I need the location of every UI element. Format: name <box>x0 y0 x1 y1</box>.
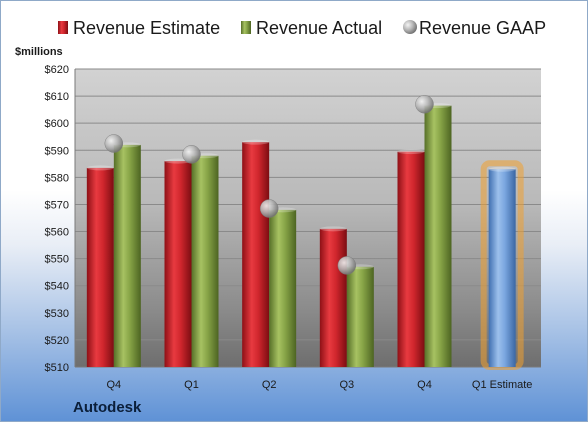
bar-revenue-actual <box>191 155 219 367</box>
x-tick-label: Q3 <box>339 379 354 391</box>
bar-revenue-estimate <box>397 151 425 367</box>
y-tick-label: $580 <box>45 172 69 184</box>
x-tick-label: Q4 <box>417 379 432 391</box>
legend-revenue-actual-swatch <box>241 21 251 34</box>
marker-revenue-gaap <box>182 145 201 164</box>
legend-revenue-gaap-swatch <box>403 20 417 34</box>
y-tick-label: $540 <box>45 281 69 293</box>
bar-q1-estimate-cap <box>488 166 516 172</box>
y-tick-label: $600 <box>45 118 69 130</box>
bar-revenue-estimate <box>242 142 270 367</box>
y-tick-label: $520 <box>45 335 69 347</box>
bar-revenue-estimate-cap <box>319 226 347 232</box>
bar-revenue-actual <box>424 105 452 367</box>
marker-revenue-gaap <box>104 134 124 153</box>
company-name: Autodesk <box>73 399 142 416</box>
x-tick-label: Q1 <box>184 379 199 391</box>
y-tick-label: $560 <box>45 227 69 239</box>
plot-background <box>75 69 541 367</box>
legend-revenue-gaap-label: Revenue GAAP <box>419 18 546 38</box>
bar-revenue-actual <box>269 209 297 367</box>
y-axis: $510 $520 $530 $540 $550 $560 $570 $580 $590 $600… <box>45 64 76 374</box>
y-tick-label: $610 <box>45 91 69 103</box>
x-axis: Q4 Q1 Q2 Q3 Q4 Q1 Estimate <box>75 366 541 391</box>
bar-revenue-estimate <box>319 228 347 367</box>
marker-revenue-gaap <box>415 94 434 114</box>
bar-revenue-estimate-cap <box>242 139 270 145</box>
y-tick-label: $530 <box>45 308 69 320</box>
marker-revenue-gaap <box>337 256 357 275</box>
chart-marks <box>86 94 524 370</box>
legend-revenue-estimate-label: Revenue Estimate <box>73 18 220 38</box>
bar-revenue-estimate-cap <box>86 165 114 171</box>
unit-label: $millions <box>15 46 63 58</box>
bar-q1-estimate <box>488 169 516 367</box>
bar-revenue-actual <box>113 144 141 367</box>
plot-area <box>75 68 541 368</box>
bar-revenue-estimate <box>164 161 192 367</box>
x-tick-label: Q4 <box>106 379 121 391</box>
chart-legend: Revenue Estimate Revenue Actual Revenue GA… <box>58 18 546 38</box>
y-tick-label: $620 <box>45 64 69 76</box>
legend-revenue-actual-label: Revenue Actual <box>256 18 382 38</box>
y-tick-label: $570 <box>45 199 69 211</box>
bar-revenue-estimate-cap <box>397 149 425 155</box>
marker-revenue-gaap <box>259 199 279 218</box>
x-tick-label: Q2 <box>262 379 277 391</box>
bar-revenue-actual <box>346 266 374 367</box>
y-tick-label: $510 <box>45 362 69 374</box>
y-tick-label: $550 <box>45 254 69 266</box>
bar-revenue-estimate <box>86 167 114 367</box>
y-tick-label: $590 <box>45 145 69 157</box>
legend-revenue-estimate-swatch <box>58 21 68 34</box>
x-tick-label: Q1 Estimate <box>472 379 533 391</box>
